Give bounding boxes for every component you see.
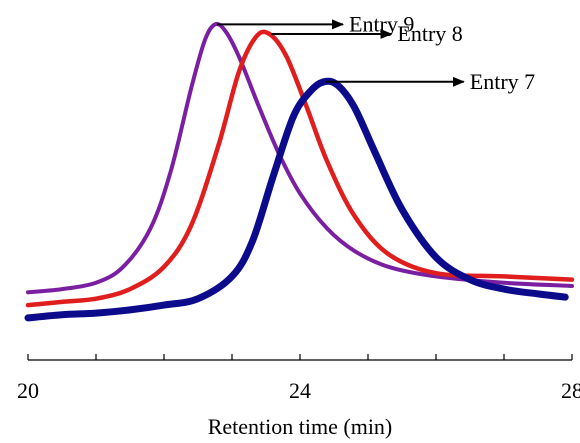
x-tick-label: 20 bbox=[17, 378, 39, 403]
x-tick-label: 28 bbox=[561, 378, 580, 403]
x-tick-label: 24 bbox=[289, 378, 311, 403]
series-line-entry-9 bbox=[26, 21, 574, 295]
x-axis: 20 24 28 bbox=[17, 354, 580, 403]
series-line-entry-7 bbox=[24, 77, 569, 322]
series-line-entry-8 bbox=[25, 29, 575, 308]
annotation-label-entry-7: Entry 7 bbox=[470, 69, 535, 94]
x-axis-title: Retention time (min) bbox=[208, 414, 393, 439]
series-layer bbox=[24, 21, 575, 322]
annotation-label-entry-8: Entry 8 bbox=[397, 21, 462, 46]
